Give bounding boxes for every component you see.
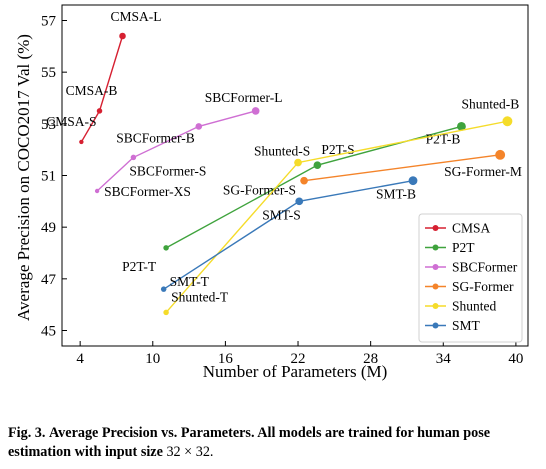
legend-entry: SMT xyxy=(452,318,481,333)
series-line-sg-former xyxy=(303,154,501,182)
point-label: CMSA-L xyxy=(111,9,162,24)
legend-entry: P2T xyxy=(452,240,475,255)
point-label: P2T-T xyxy=(122,259,157,274)
data-point xyxy=(94,188,100,194)
legend-swatch-marker xyxy=(432,244,439,251)
data-point xyxy=(251,107,260,115)
point-label: Shunted-B xyxy=(462,96,520,111)
y-tick-label: 51 xyxy=(41,169,56,185)
data-point xyxy=(457,122,466,131)
point-label: SMT-B xyxy=(376,187,416,202)
point-label: CMSA-B xyxy=(66,83,118,98)
legend-entry: SBCFormer xyxy=(452,260,518,275)
y-tick-label: 47 xyxy=(41,272,57,288)
legend-swatch-marker xyxy=(432,264,439,270)
data-point xyxy=(163,245,169,251)
point-label: SMT-S xyxy=(262,207,301,222)
y-tick-label: 49 xyxy=(41,220,56,236)
y-tick-label: 57 xyxy=(41,14,57,30)
legend-entry: SG-Former xyxy=(452,279,514,294)
legend-entry: CMSA xyxy=(452,221,491,236)
data-point xyxy=(119,32,126,40)
data-point xyxy=(313,161,322,170)
y-tick-label: 53 xyxy=(41,117,56,133)
figure-caption: Fig. 3. Average Precision vs. Parameters… xyxy=(8,424,544,462)
data-point xyxy=(195,123,203,130)
data-point xyxy=(408,176,418,186)
y-tick-label: 45 xyxy=(41,324,56,340)
point-label: SBCFormer-S xyxy=(129,163,206,178)
legend-swatch-marker xyxy=(432,303,439,309)
x-tick-label: 22 xyxy=(291,351,306,367)
y-axis-label: Average Precision on COCO2017 Val (%) xyxy=(14,34,33,321)
point-label: SBCFormer-B xyxy=(116,130,195,145)
x-tick-label: 16 xyxy=(218,351,234,367)
legend-swatch-marker xyxy=(432,283,439,290)
data-point xyxy=(96,108,103,114)
x-tick-label: 10 xyxy=(145,351,160,367)
legend-entry: Shunted xyxy=(452,299,497,314)
data-point xyxy=(163,309,169,316)
point-label: Shunted-T xyxy=(171,289,229,304)
x-tick-label: 28 xyxy=(363,351,378,367)
data-point xyxy=(79,139,84,145)
point-label: SBCFormer-L xyxy=(205,90,283,105)
data-point xyxy=(502,116,513,127)
x-tick-label: 40 xyxy=(508,351,523,367)
point-label: SBCFormer-XS xyxy=(104,184,191,199)
data-point xyxy=(130,154,137,161)
caption-figure-label: Fig. 3. xyxy=(8,425,46,441)
point-label: CMSA-S xyxy=(46,114,96,129)
caption-text: Average Precision vs. Parameters. All mo… xyxy=(8,425,491,460)
x-tick-label: 34 xyxy=(436,351,452,367)
data-point xyxy=(495,149,506,160)
series-line-p2t xyxy=(165,125,462,249)
ap-vs-params-chart: 4 10 16 22 28 34 40 45 47 49 51 53 55 57 Number of Par… xyxy=(14,4,529,381)
point-label: SG-Former-M xyxy=(444,164,522,179)
chart-container: 4 10 16 22 28 34 40 45 47 49 51 53 55 57 Number of Par… xyxy=(14,4,529,381)
legend-swatch-marker xyxy=(432,322,439,329)
data-point xyxy=(300,176,308,185)
data-point xyxy=(295,197,304,206)
x-tick-label: 4 xyxy=(76,351,84,367)
y-tick-label: 55 xyxy=(41,65,56,81)
series-line-sbcformer xyxy=(96,110,256,192)
point-label: SG-Former-S xyxy=(223,183,296,198)
data-point xyxy=(294,158,302,167)
data-point xyxy=(160,286,167,292)
point-label: Shunted-S xyxy=(254,144,310,159)
legend-swatch-marker xyxy=(432,225,439,231)
legend-box xyxy=(418,213,523,343)
point-label: SMT-T xyxy=(170,274,210,289)
caption-math: 32 × 32. xyxy=(166,444,214,460)
x-axis-label: Number of Parameters (M) xyxy=(203,362,388,381)
